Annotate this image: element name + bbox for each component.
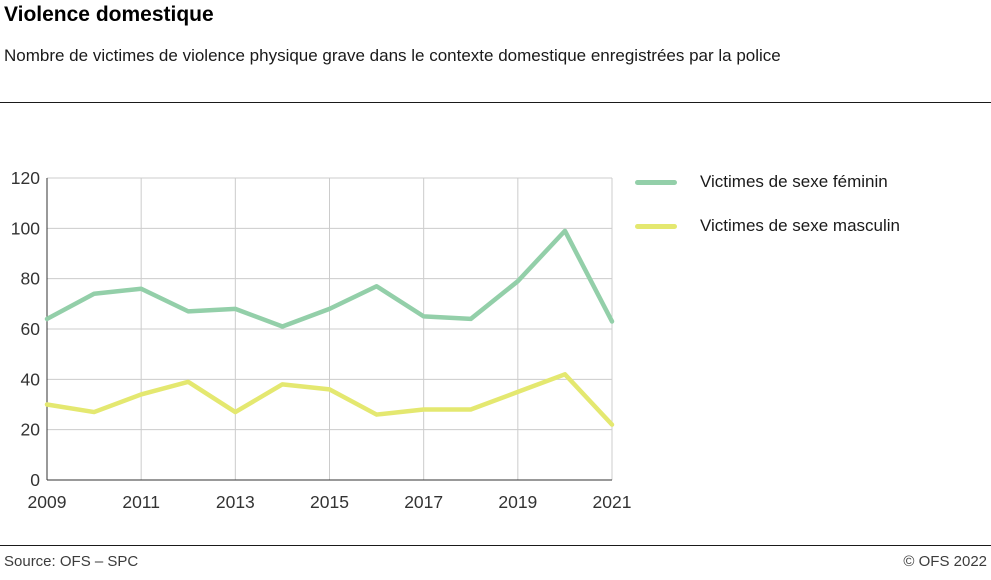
series-line [44,228,615,329]
x-tick-label: 2017 [404,492,443,512]
chart-area: 0 20 40 60 80 100 120 2009 2011 2013 2015 2017 2019 2… [0,160,645,525]
legend-label: Victimes de sexe masculin [700,216,900,235]
legend-item: Victimes de sexe féminin [635,170,900,194]
legend-item: Victimes de sexe masculin [635,214,900,238]
y-tick-label: 100 [11,218,40,238]
copyright-text: © OFS 2022 [903,553,987,570]
legend-swatch [635,223,677,229]
x-tick-label: 2021 [593,492,632,512]
y-tick-label: 0 [30,470,40,490]
legend-swatch [635,179,677,185]
x-tick-label: 2019 [498,492,537,512]
x-tick-label: 2015 [310,492,349,512]
series-line [44,372,615,427]
page-title: Violence domestique [4,3,214,26]
footer-divider [0,545,991,546]
line-chart: 0 20 40 60 80 100 120 2009 2011 2013 2015 2017 2019 2… [11,168,632,512]
x-tick-label: 2013 [216,492,255,512]
chart-subtitle: Nombre de victimes de violence physique … [4,46,781,65]
x-tick-label: 2011 [122,492,160,512]
y-tick-label: 80 [21,269,41,289]
y-tick-label: 40 [21,369,41,389]
chart-legend: Victimes de sexe féminin Victimes de sex… [635,170,900,258]
y-tick-label: 120 [11,168,40,188]
legend-label: Victimes de sexe féminin [700,172,888,191]
x-tick-label: 2009 [28,492,67,512]
header-divider [0,102,991,103]
y-tick-label: 60 [21,319,41,339]
source-text: Source: OFS – SPC [4,553,139,570]
y-tick-label: 20 [21,420,41,440]
